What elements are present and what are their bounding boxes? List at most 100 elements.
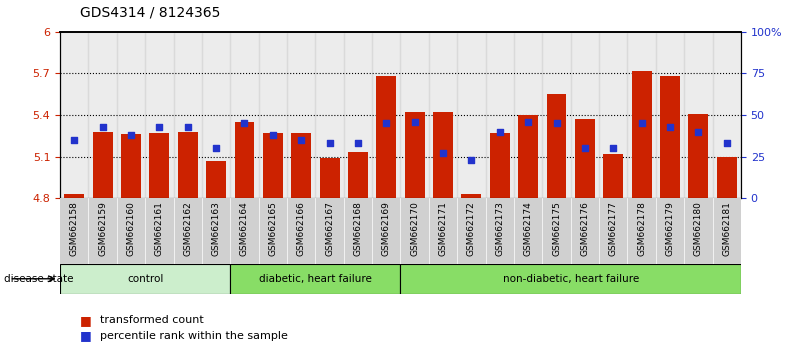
Point [465,157,478,163]
Bar [485,32,514,198]
Bar [376,76,396,198]
Bar [320,158,340,198]
Bar [60,264,231,294]
Bar [461,194,481,198]
Bar [93,132,113,198]
Point [720,141,733,146]
Point [578,145,591,151]
Point [493,129,506,135]
Text: GSM662175: GSM662175 [552,201,561,256]
Point [238,120,251,126]
Bar [263,133,283,198]
Bar [660,76,680,198]
Point [409,119,421,125]
Text: GSM662171: GSM662171 [439,201,448,256]
Bar [717,157,737,198]
Bar [457,32,485,198]
Point [323,141,336,146]
Point [437,150,449,156]
Point [210,145,223,151]
Text: GDS4314 / 8124365: GDS4314 / 8124365 [80,5,220,19]
Text: GSM662179: GSM662179 [666,201,674,256]
Bar [570,32,599,198]
Bar [400,264,741,294]
Point [663,124,676,130]
Text: GSM662168: GSM662168 [353,201,362,256]
Bar [400,32,429,198]
Text: GSM662161: GSM662161 [155,201,164,256]
Bar [688,114,708,198]
Point [125,132,138,138]
Point [635,120,648,126]
Text: disease state: disease state [4,274,74,284]
Text: GSM662172: GSM662172 [467,201,476,256]
Point [692,129,705,135]
Bar [60,32,88,198]
Point [153,124,166,130]
Bar [150,133,169,198]
Bar [231,264,400,294]
Text: GSM662181: GSM662181 [723,201,731,256]
Point [181,124,194,130]
Text: GSM662176: GSM662176 [581,201,590,256]
Bar [231,32,259,198]
Text: percentile rank within the sample: percentile rank within the sample [100,331,288,341]
Text: GSM662162: GSM662162 [183,201,192,256]
Text: GSM662160: GSM662160 [127,201,135,256]
Point [352,141,364,146]
Text: GSM662163: GSM662163 [211,201,220,256]
Text: diabetic, heart failure: diabetic, heart failure [259,274,372,284]
Text: ■: ■ [80,314,92,327]
Text: GSM662173: GSM662173 [495,201,505,256]
Text: GSM662165: GSM662165 [268,201,277,256]
Bar [64,194,84,198]
Text: non-diabetic, heart failure: non-diabetic, heart failure [502,274,639,284]
Text: GSM662159: GSM662159 [99,201,107,256]
Text: GSM662167: GSM662167 [325,201,334,256]
Point [96,124,109,130]
Bar [518,115,538,198]
Bar [145,32,174,198]
Bar [121,135,141,198]
Bar [599,32,627,198]
Bar [259,32,287,198]
Text: GSM662174: GSM662174 [524,201,533,256]
Text: transformed count: transformed count [100,315,204,325]
Text: control: control [127,274,163,284]
Text: GSM662178: GSM662178 [637,201,646,256]
Text: ■: ■ [80,329,92,342]
Point [68,137,81,143]
Bar [348,153,368,198]
Bar [316,32,344,198]
Text: GSM662158: GSM662158 [70,201,78,256]
Bar [287,32,316,198]
Bar [344,32,372,198]
Bar [292,133,311,198]
Bar [575,119,595,198]
Point [267,132,280,138]
Bar [656,32,684,198]
Point [521,119,534,125]
Bar [514,32,542,198]
Bar [433,112,453,198]
Bar [429,32,457,198]
Bar [684,32,713,198]
Bar [202,32,231,198]
Text: GSM662164: GSM662164 [240,201,249,256]
Bar [490,133,509,198]
Text: GSM662166: GSM662166 [296,201,306,256]
Bar [632,71,651,198]
Bar [627,32,656,198]
Bar [713,32,741,198]
Bar [117,32,145,198]
Text: GSM662180: GSM662180 [694,201,702,256]
Bar [206,161,226,198]
Bar [174,32,202,198]
Point [380,120,392,126]
Text: GSM662170: GSM662170 [410,201,419,256]
Bar [178,132,198,198]
Point [607,145,620,151]
Point [550,120,563,126]
Text: GSM662169: GSM662169 [382,201,391,256]
Bar [542,32,570,198]
